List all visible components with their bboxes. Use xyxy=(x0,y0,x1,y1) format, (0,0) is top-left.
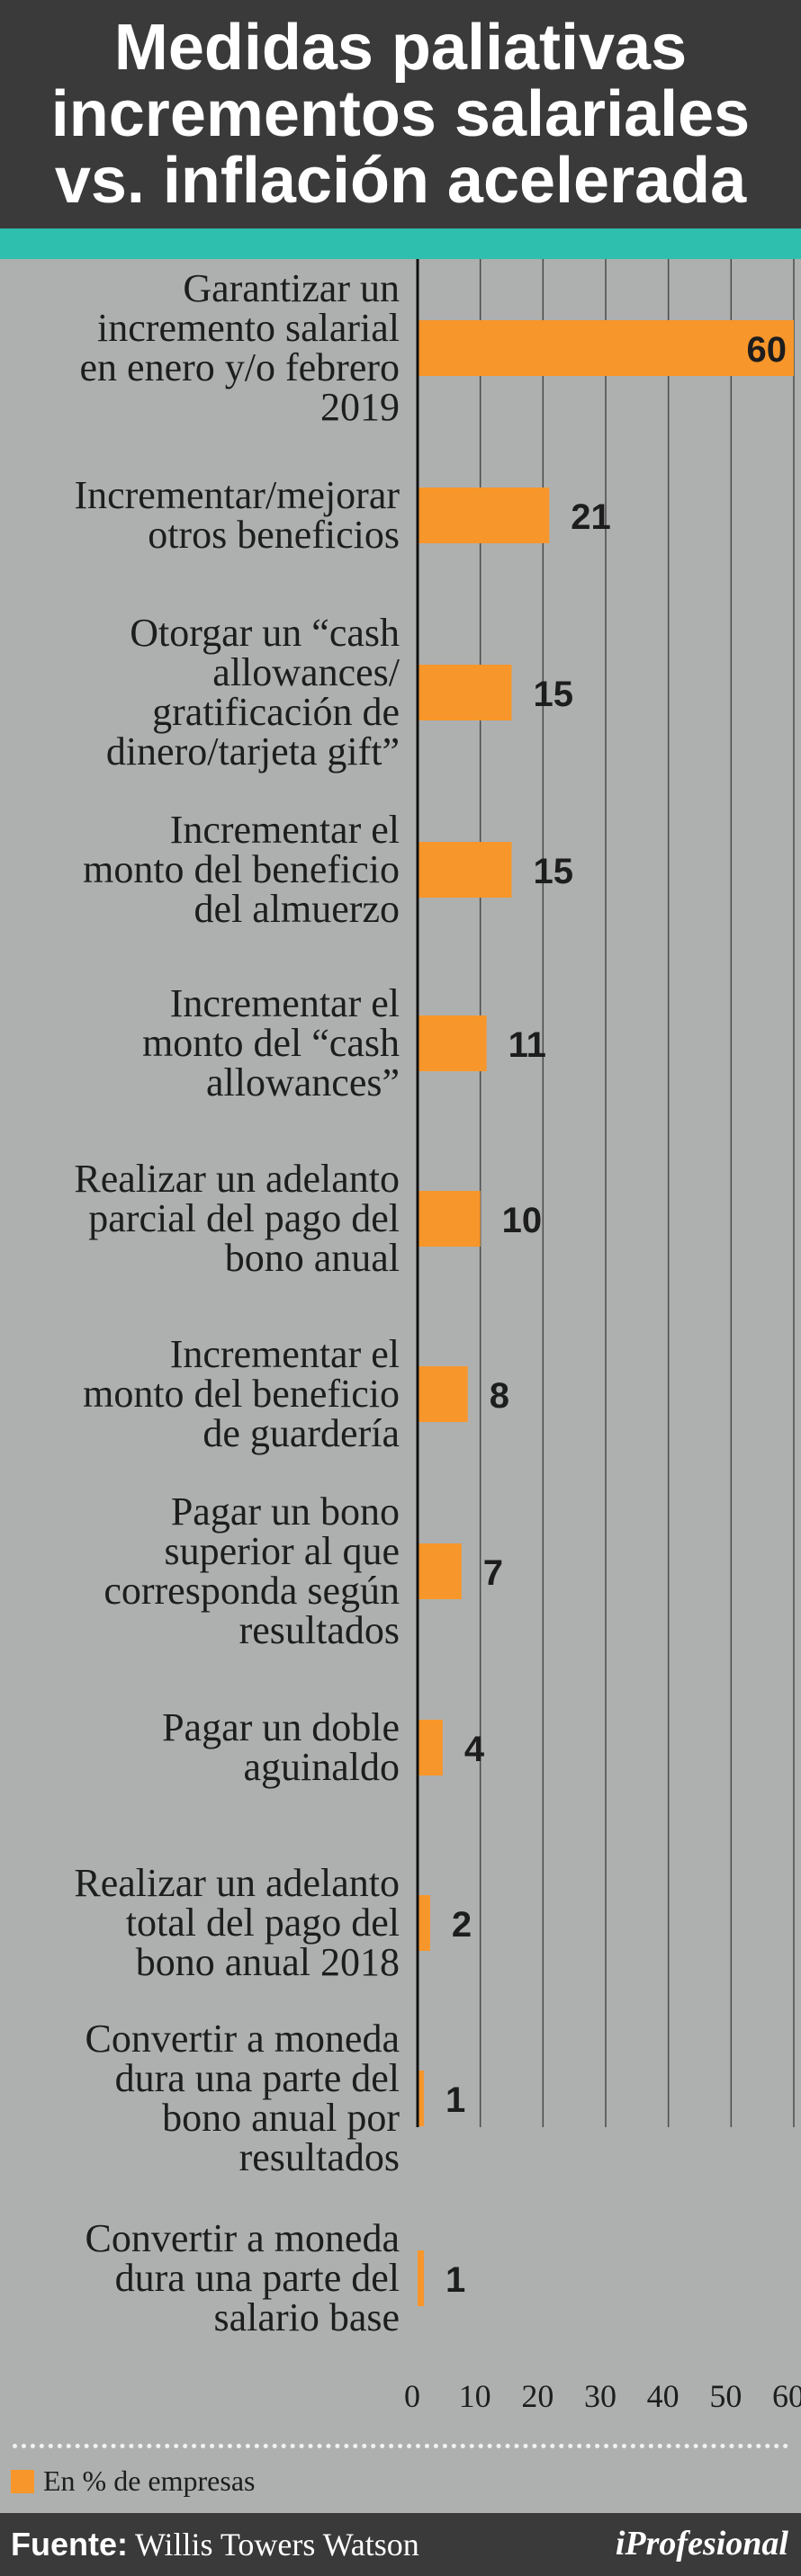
category-label-line: bono anual xyxy=(224,1236,400,1280)
category-label-2: Otorgar un “cash allowances/gratificación… xyxy=(9,613,400,772)
bar-5 xyxy=(418,1191,481,1247)
category-label-line: corresponda según xyxy=(104,1569,400,1613)
category-label-line: Incrementar/mejorar xyxy=(74,473,400,517)
footer: Fuente: Willis Towers Watson iProfesiona… xyxy=(0,2513,801,2576)
category-label-8: Pagar un doble aguinaldo xyxy=(9,1708,400,1787)
value-label-9: 2 xyxy=(452,1905,472,1945)
legend-label: En % de empresas xyxy=(43,2464,256,2497)
x-tick-label-20: 20 xyxy=(521,2378,554,2414)
category-label-line: Incrementar el xyxy=(169,981,400,1025)
source-name: Willis Towers Watson xyxy=(135,2527,419,2563)
category-label-line: monto del beneficio xyxy=(83,1372,400,1416)
category-label-line: Pagar un bono xyxy=(170,1489,400,1534)
source-prefix: Fuente: xyxy=(11,2526,128,2563)
value-label-2: 15 xyxy=(534,675,574,714)
bar-4 xyxy=(418,1015,487,1071)
category-label-line: Convertir a moneda xyxy=(85,2216,400,2260)
category-label-line: dura una parte del xyxy=(114,2056,400,2100)
category-label-line: aguinaldo xyxy=(243,1745,400,1789)
x-tick-label-60: 60 xyxy=(772,2378,801,2414)
value-label-0: 60 xyxy=(747,330,788,370)
category-label-line: otros beneficios xyxy=(148,513,400,557)
value-label-5: 10 xyxy=(502,1201,543,1240)
category-label-9: Realizar un adelanto total del pago del bo… xyxy=(9,1864,400,1982)
accent-bar xyxy=(0,228,801,259)
value-label-1: 21 xyxy=(571,497,611,537)
category-label-line: Realizar un adelanto xyxy=(74,1861,400,1905)
category-label-line: monto del “cash xyxy=(142,1021,400,1065)
category-label-line: dura una parte del xyxy=(114,2256,400,2300)
legend-swatch xyxy=(11,2469,34,2493)
category-label-line: gratificación de xyxy=(152,690,400,734)
category-label-line: en enero y/o febrero xyxy=(79,345,400,389)
header: Medidas paliativas incrementos salariale… xyxy=(0,0,801,228)
category-label-line: monto del beneficio xyxy=(83,847,400,891)
separator xyxy=(13,2444,788,2448)
category-label-1: Incrementar/mejorar otros beneficios xyxy=(9,476,400,555)
title-line-1: Medidas paliativas xyxy=(113,12,688,84)
x-tick-label-40: 40 xyxy=(647,2378,680,2414)
category-label-line: parcial del pago del xyxy=(88,1196,400,1240)
value-label-6: 8 xyxy=(490,1376,509,1416)
bar-11 xyxy=(418,2250,424,2306)
brand-logo: iProfesional xyxy=(615,2525,788,2563)
category-label-line: superior al que xyxy=(164,1529,400,1573)
category-label-line: salario base xyxy=(213,2295,400,2339)
category-label-line: bono anual 2018 xyxy=(135,1940,400,1984)
category-label-line: allowances” xyxy=(206,1060,400,1105)
title-line-2: incrementos salariales xyxy=(50,78,751,150)
category-label-line: Pagar un doble xyxy=(162,1705,400,1749)
value-label-7: 7 xyxy=(483,1553,503,1593)
title-line-3: vs. inflación acelerada xyxy=(54,145,747,217)
category-label-line: 2019 xyxy=(320,385,400,429)
bar-3 xyxy=(418,842,512,898)
category-label-line: Incrementar el xyxy=(169,808,400,852)
category-label-line: bono anual por xyxy=(162,2096,400,2140)
category-label-6: Incrementar el monto del beneficio de guar… xyxy=(9,1335,400,1453)
value-label-10: 1 xyxy=(446,2080,465,2120)
category-label-5: Realizar un adelanto parcial del pago del… xyxy=(9,1159,400,1278)
bar-8 xyxy=(418,1720,443,1775)
category-label-line: Convertir a moneda xyxy=(85,2017,400,2061)
category-label-3: Incrementar el monto del beneficio del alm… xyxy=(9,810,400,929)
bar-0 xyxy=(418,320,794,376)
category-label-4: Incrementar el monto del “cash allowances” xyxy=(9,984,400,1103)
x-tick-label-50: 50 xyxy=(709,2378,742,2414)
category-label-line: del almuerzo xyxy=(194,887,400,931)
value-label-4: 11 xyxy=(508,1025,546,1065)
category-label-line: total del pago del xyxy=(125,1901,400,1945)
bar-2 xyxy=(418,665,512,720)
x-tick-label-30: 30 xyxy=(584,2378,616,2414)
x-tick-label-0: 0 xyxy=(404,2378,420,2414)
category-label-line: Otorgar un “cash xyxy=(130,611,400,655)
category-label-line: resultados xyxy=(238,1608,400,1652)
category-label-line: resultados xyxy=(238,2135,400,2179)
x-tick-label-10: 10 xyxy=(459,2378,491,2414)
legend: En % de empresas xyxy=(11,2464,255,2498)
value-label-8: 4 xyxy=(464,1730,485,1769)
bar-9 xyxy=(418,1895,430,1951)
bar-10 xyxy=(418,2071,424,2126)
bar-7 xyxy=(418,1543,462,1599)
category-label-line: dinero/tarjeta gift” xyxy=(105,729,400,774)
category-label-line: de guardería xyxy=(202,1411,400,1455)
value-label-3: 15 xyxy=(534,852,574,891)
category-label-line: Incrementar el xyxy=(169,1332,400,1376)
category-label-line: allowances/ xyxy=(212,650,400,694)
category-label-line: incremento salarial xyxy=(97,306,400,350)
category-label-11: Convertir a moneda dura una parte del sala… xyxy=(9,2219,400,2338)
category-label-10: Convertir a moneda dura una parte del bono… xyxy=(9,2019,400,2178)
category-label-0: Garantizar un incremento salarial en enero… xyxy=(9,269,400,427)
value-label-11: 1 xyxy=(446,2260,465,2300)
bar-1 xyxy=(418,487,550,543)
bar-6 xyxy=(418,1366,468,1422)
category-label-7: Pagar un bono superior al que corresponda … xyxy=(9,1492,400,1650)
category-label-line: Realizar un adelanto xyxy=(74,1157,400,1201)
category-label-line: Garantizar un xyxy=(183,266,400,310)
